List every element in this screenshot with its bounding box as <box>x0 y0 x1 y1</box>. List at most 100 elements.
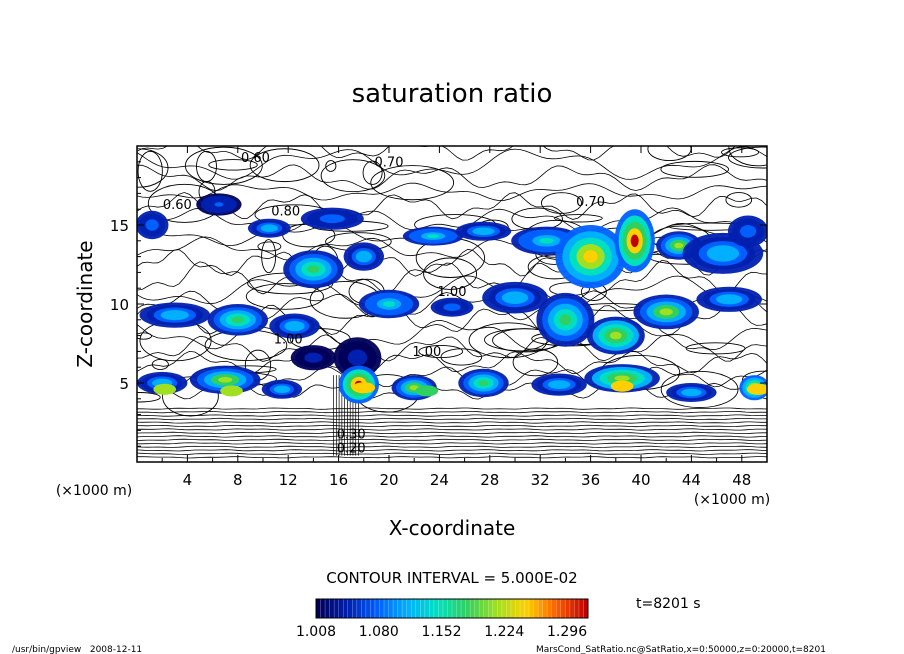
time-label: t=8201 s <box>636 596 701 612</box>
contour-loop <box>137 332 152 340</box>
saturation-blob <box>714 249 732 258</box>
colorbar-segment <box>456 599 462 618</box>
saturation-blob <box>214 202 224 207</box>
colorbar-segment <box>442 599 448 618</box>
colorbar-segment <box>420 599 426 618</box>
saturation-blob <box>383 301 395 307</box>
contour-label: 0.80 <box>271 205 300 220</box>
contour-line <box>137 456 767 459</box>
colorbar-segment <box>361 599 367 618</box>
saturation-blob <box>308 355 318 361</box>
y-axis: 5 10 15 <box>110 161 767 447</box>
saturation-blob <box>307 265 320 274</box>
contour-loop <box>423 257 478 290</box>
colorbar-segment <box>447 599 453 618</box>
colorbar-segment <box>338 599 344 618</box>
colorbar-segment <box>470 599 475 618</box>
contour-loop <box>540 192 582 214</box>
contour-loop <box>249 148 320 183</box>
colorbar-segment <box>465 599 471 618</box>
saturation-blob <box>610 331 622 340</box>
saturation-core <box>352 382 376 394</box>
colorbar-segment <box>510 599 516 618</box>
saturation-blob <box>674 242 684 249</box>
y-tick-label: 10 <box>110 296 129 314</box>
colorbar-segment <box>529 599 534 618</box>
colorbar-frame <box>315 598 589 619</box>
contour-loop <box>325 160 337 172</box>
saturation-blob <box>277 387 286 392</box>
colorbar-segment <box>329 599 335 618</box>
colorbar-segment <box>483 599 489 618</box>
colorbar-segment <box>501 599 507 618</box>
contour-line <box>137 248 767 277</box>
contour-loop <box>418 344 464 358</box>
contour-loop <box>660 160 729 178</box>
contour-loop <box>261 239 277 274</box>
colorbar-segment <box>497 599 503 618</box>
colorbar-segment <box>343 599 349 618</box>
saturation-core <box>610 380 634 392</box>
contour-loop <box>151 358 169 370</box>
colorbar-segment <box>388 599 394 618</box>
contour-loop <box>440 348 483 366</box>
saturation-core <box>746 383 767 395</box>
contour-label: 0.30 <box>337 427 366 442</box>
colorbar-segment <box>365 599 371 618</box>
colorbar-segment <box>515 599 521 618</box>
contour-line <box>137 410 767 414</box>
saturation-blob <box>148 222 156 228</box>
contour-label: 0.20 <box>337 442 366 457</box>
saturation-blob <box>218 377 233 383</box>
contour-loop <box>728 146 767 167</box>
contour-line <box>137 164 767 192</box>
saturation-blob <box>539 238 554 244</box>
colorbar-segment <box>574 599 580 618</box>
colorbar-tick-label: 1.224 <box>484 624 524 640</box>
contour-loop <box>137 392 161 403</box>
colorbar-ticks: 1.008 1.080 1.152 1.224 1.296 <box>296 624 587 640</box>
colorbar-segment <box>524 599 530 618</box>
contour-line <box>137 449 767 452</box>
x-tick-label: 8 <box>233 471 243 489</box>
saturation-core <box>415 385 439 397</box>
contour-line <box>137 424 767 428</box>
colorbar-segment <box>542 599 548 618</box>
colorbar-segment <box>578 599 584 618</box>
contour-loop <box>721 147 760 158</box>
x-tick-label: 44 <box>682 471 701 489</box>
contour-label: 1.00 <box>274 333 303 348</box>
colorbar-tick-label: 1.008 <box>296 624 336 640</box>
contour-line <box>137 431 767 435</box>
x-tick-label: 40 <box>631 471 650 489</box>
x-tick-label: 48 <box>732 471 751 489</box>
colorbar <box>315 599 589 618</box>
saturation-blob <box>447 305 457 310</box>
saturation-blob <box>630 234 639 248</box>
colorbar-tick-label: 1.152 <box>421 624 461 640</box>
colorbar-segment <box>402 599 407 618</box>
contour-label: 0.60 <box>163 198 192 213</box>
contour-loop <box>320 159 386 193</box>
contour-line <box>137 407 767 410</box>
colorbar-segment <box>320 599 326 618</box>
colorbar-segment <box>356 599 362 618</box>
contour-interval-label: CONTOUR INTERVAL = 5.000E-02 <box>326 569 577 587</box>
colorbar-segment <box>479 599 485 618</box>
saturation-blob <box>167 312 182 318</box>
colorbar-segment <box>569 599 575 618</box>
x-axis-label: X-coordinate <box>389 516 516 540</box>
plot-area: 0.60 0.70 0.80 0.60 0.70 1.00 1.00 1.00 0.200.30 <box>137 146 767 462</box>
contour-loop <box>554 214 603 223</box>
contour-loop <box>370 165 455 201</box>
chart-title: saturation ratio <box>352 79 553 109</box>
colorbar-segment <box>397 599 403 618</box>
contour-loop <box>728 146 767 169</box>
saturation-blob <box>559 314 572 326</box>
colorbar-segment <box>415 599 421 618</box>
colorbar-segment <box>424 599 430 618</box>
colorbar-segment <box>433 599 439 618</box>
contour-label: 0.70 <box>576 195 605 210</box>
colorbar-segment <box>352 599 358 618</box>
